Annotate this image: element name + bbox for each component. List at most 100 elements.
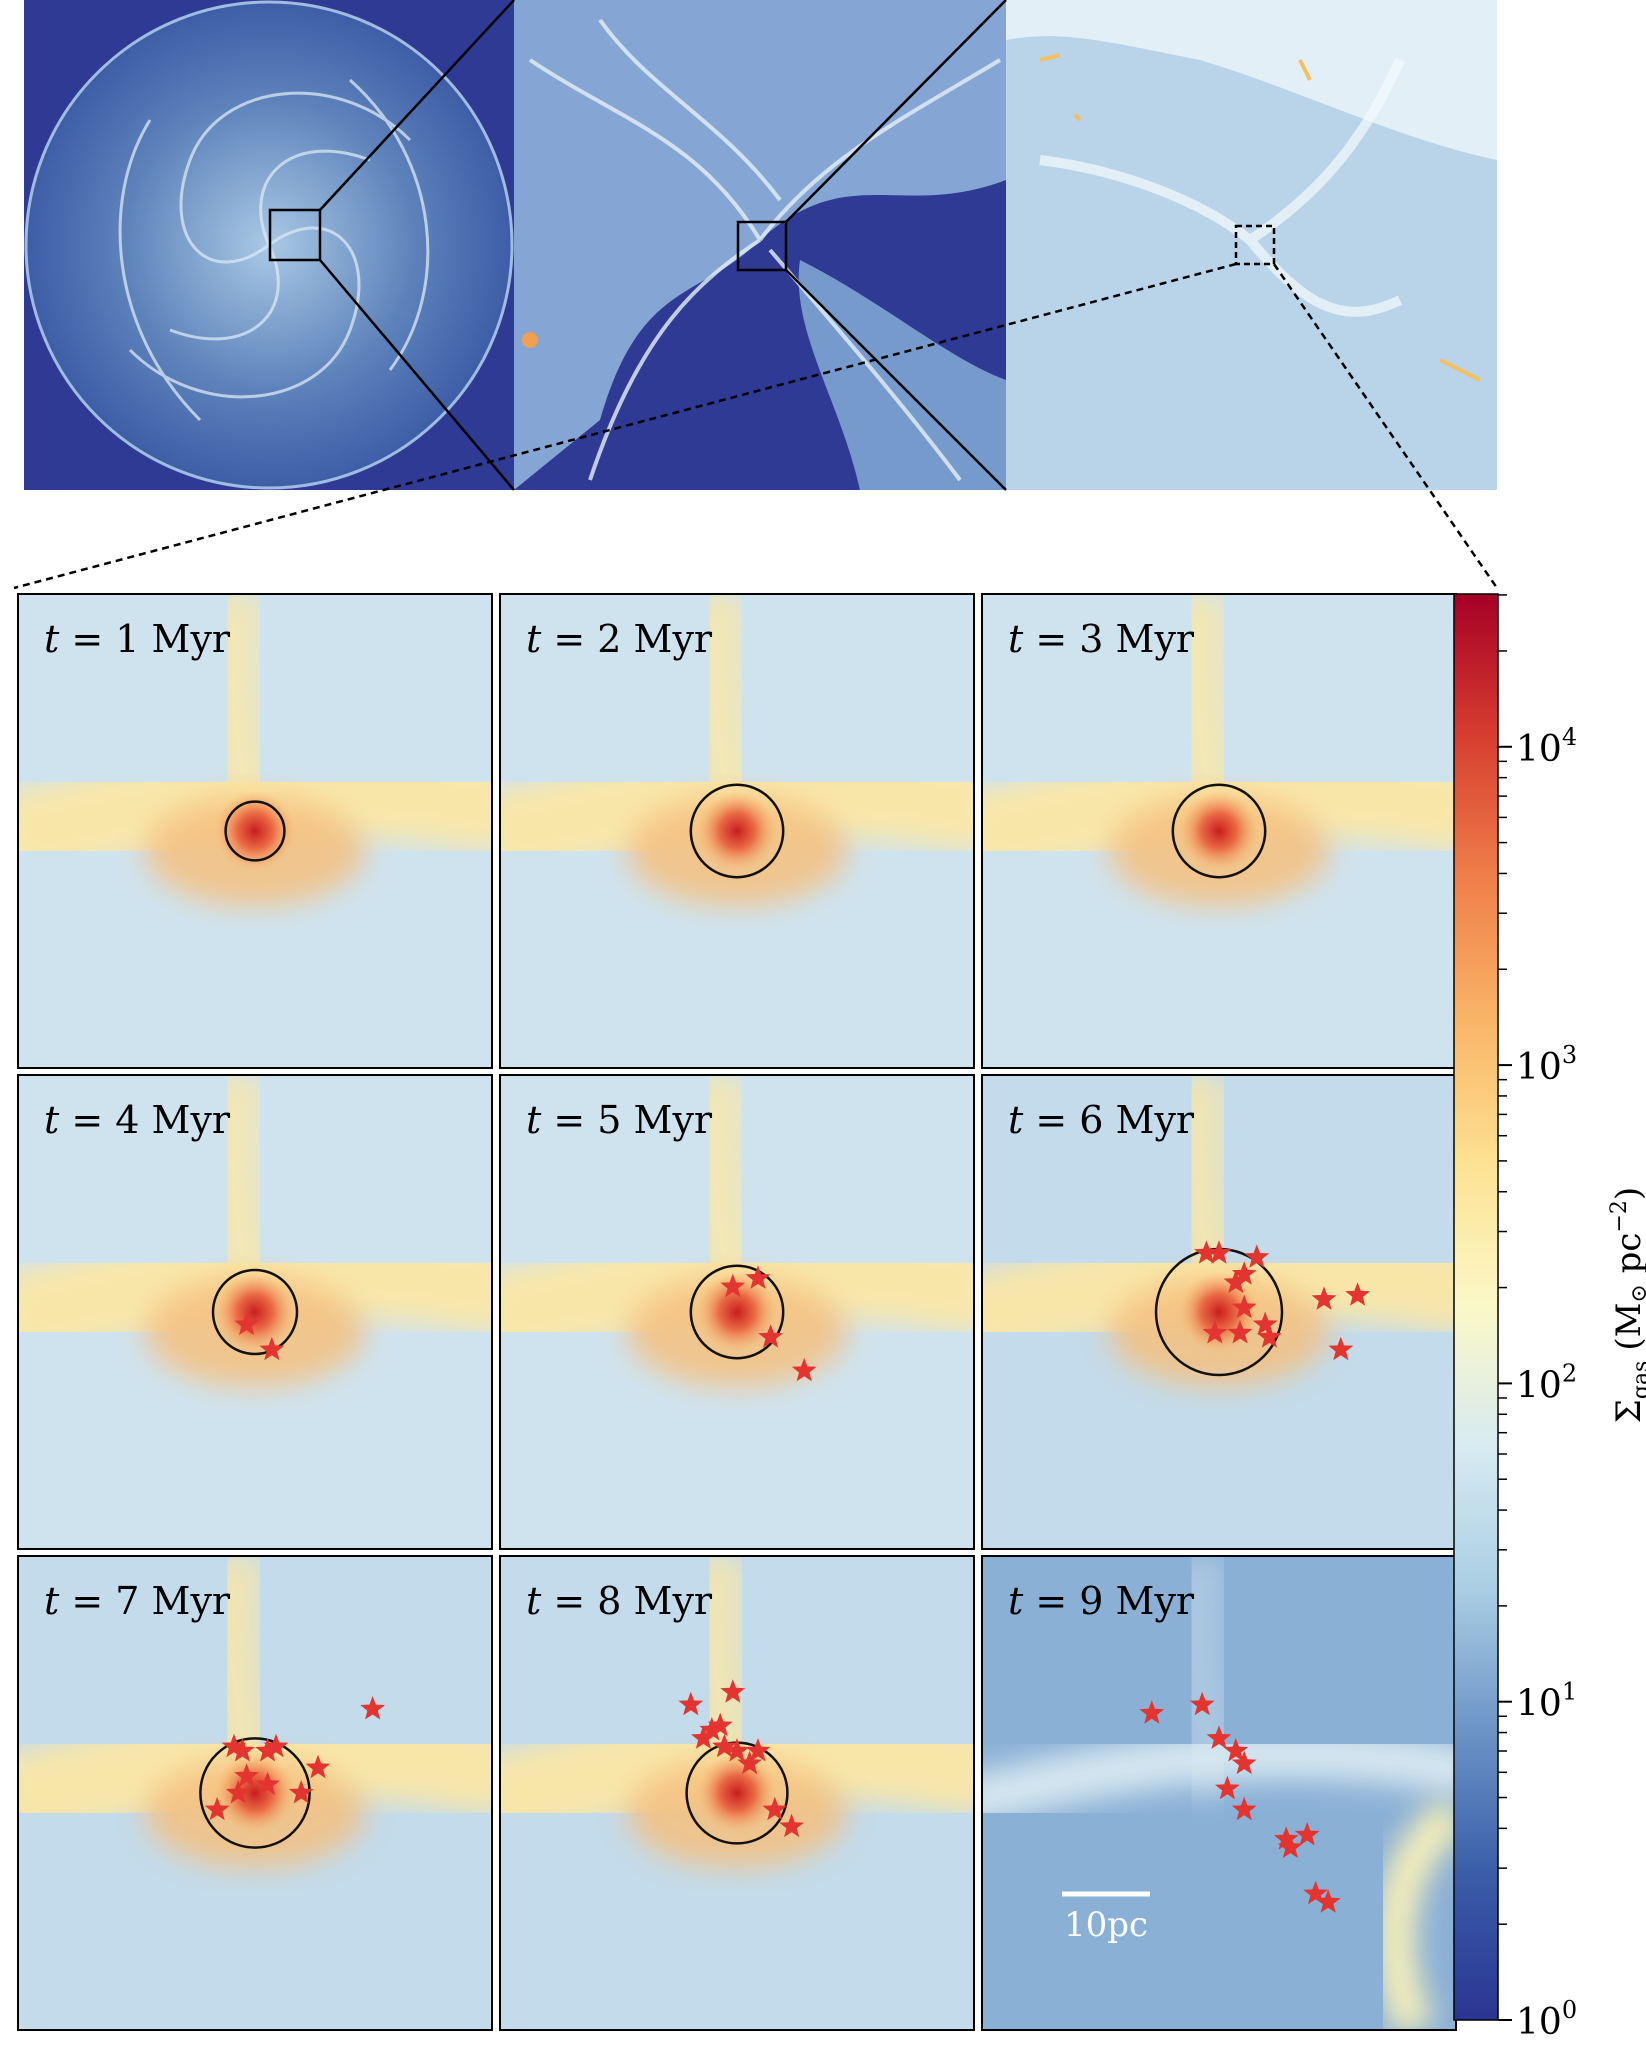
star-particle bbox=[1273, 1826, 1299, 1850]
cloud-radius-circle bbox=[1171, 783, 1267, 879]
star-particle bbox=[259, 1336, 285, 1361]
time-unit: Myr bbox=[139, 1579, 230, 1623]
gas-filament bbox=[1166, 1556, 1249, 1801]
snapshot-panel: t = 8 Myr bbox=[499, 1555, 975, 2031]
colorbar: 100 101 102 103 104 Σgas(M⊙ pc−2) bbox=[1453, 593, 1646, 2043]
star-particle bbox=[230, 1738, 255, 1762]
star-particle bbox=[1202, 1320, 1228, 1344]
star-particle bbox=[263, 1733, 289, 1758]
zoom-connector-lines bbox=[13, 0, 1499, 590]
star-particle bbox=[255, 1771, 280, 1796]
star-particle bbox=[745, 1265, 771, 1289]
cloud-radius-circle bbox=[199, 1737, 311, 1849]
time-label: t = 7 Myr bbox=[44, 1579, 231, 1623]
time-unit: Myr bbox=[621, 1098, 712, 1142]
time-symbol: t bbox=[1008, 617, 1024, 661]
colorbar-tick-label: 104 bbox=[1516, 723, 1577, 770]
snapshot-grid: t = 1 Myr t = 2 Myr t = 3 Myr t = 4 Myr t = … bbox=[17, 593, 1457, 2031]
star-particle bbox=[1278, 1834, 1303, 1859]
star-particle bbox=[745, 1738, 771, 1762]
time-label: t = 6 Myr bbox=[1008, 1098, 1195, 1142]
time-equals: = bbox=[541, 1098, 597, 1142]
time-symbol: t bbox=[1008, 1579, 1024, 1623]
time-label: t = 5 Myr bbox=[526, 1098, 713, 1142]
dense-core bbox=[215, 791, 295, 871]
star-particle bbox=[720, 1273, 746, 1298]
star-particle bbox=[720, 1679, 746, 1703]
star-particle bbox=[707, 1712, 733, 1737]
star-particle bbox=[221, 1733, 247, 1758]
colorbar-tick-label: 101 bbox=[1516, 1678, 1577, 1725]
time-unit: Myr bbox=[621, 1579, 712, 1623]
time-label: t = 9 Myr bbox=[1008, 1579, 1195, 1623]
star-particle bbox=[288, 1780, 314, 1804]
time-label: t = 1 Myr bbox=[44, 617, 231, 661]
zoom-panel-cloud bbox=[1006, 0, 1497, 490]
time-label: t = 8 Myr bbox=[526, 1579, 713, 1623]
panel-frame bbox=[499, 593, 975, 1069]
colorbar-label: Σgas(M⊙ pc−2) bbox=[1607, 1187, 1646, 1423]
dense-core bbox=[215, 1753, 295, 1833]
star-particle bbox=[691, 1725, 716, 1749]
snapshot-panel: t = 4 Myr bbox=[17, 1074, 493, 1550]
panel-frame bbox=[17, 593, 493, 1069]
star-particle bbox=[1189, 1691, 1215, 1716]
time-unit: Myr bbox=[139, 1098, 230, 1142]
colorbar-ticks: 100 101 102 103 104 bbox=[1498, 594, 1577, 2043]
cloud-radius-circle bbox=[689, 783, 785, 879]
star-particle bbox=[678, 1691, 704, 1716]
time-unit: Myr bbox=[1103, 617, 1194, 661]
star-particle bbox=[1315, 1889, 1341, 1913]
time-value: 8 bbox=[597, 1579, 621, 1623]
panel-frame bbox=[17, 1555, 493, 2031]
time-unit: Myr bbox=[1103, 1098, 1194, 1142]
colorbar-tick-label: 100 bbox=[1516, 1996, 1577, 2043]
time-equals: = bbox=[59, 617, 115, 661]
time-value: 1 bbox=[115, 617, 139, 661]
time-symbol: t bbox=[1008, 1098, 1024, 1142]
gas-filament bbox=[1375, 1796, 1456, 2030]
star-particle bbox=[1139, 1700, 1165, 1724]
time-equals: = bbox=[59, 1098, 115, 1142]
star-particle bbox=[1294, 1822, 1320, 1846]
dense-core bbox=[697, 1272, 777, 1352]
snapshot-panel: t = 7 Myr bbox=[17, 1555, 493, 2031]
panel-frame bbox=[499, 1555, 975, 2031]
star-particle bbox=[1303, 1880, 1328, 1905]
star-particle bbox=[1206, 1725, 1232, 1749]
dense-core bbox=[697, 791, 777, 871]
star-particle bbox=[1227, 1320, 1253, 1344]
star-particle bbox=[737, 1750, 762, 1775]
cloud-radius-circle bbox=[689, 1264, 785, 1360]
snapshot-panel: t = 5 Myr bbox=[499, 1074, 975, 1550]
snapshot-panel: t = 2 Myr bbox=[499, 593, 975, 1069]
time-equals: = bbox=[59, 1579, 115, 1623]
time-label: t = 2 Myr bbox=[526, 617, 713, 661]
scale-bar-label: 10pc bbox=[1064, 1905, 1148, 1945]
cloud-radius-circle bbox=[224, 800, 286, 862]
time-unit: Myr bbox=[1103, 1579, 1194, 1623]
time-value: 7 bbox=[115, 1579, 139, 1623]
time-symbol: t bbox=[526, 1579, 542, 1623]
star-particle bbox=[305, 1754, 331, 1779]
snapshot-panel: t = 6 Myr bbox=[981, 1074, 1457, 1550]
star-particle bbox=[1231, 1796, 1257, 1821]
colorbar-tick-label: 103 bbox=[1516, 1041, 1577, 1088]
star-particle bbox=[1194, 1240, 1219, 1264]
time-symbol: t bbox=[526, 617, 542, 661]
panel-frame bbox=[499, 1074, 975, 1550]
star-particle bbox=[234, 1763, 259, 1787]
panel-frame bbox=[17, 1074, 493, 1550]
star-particle bbox=[234, 1311, 259, 1336]
star-particle bbox=[699, 1717, 725, 1741]
star-particle bbox=[1257, 1324, 1282, 1348]
zoom-panel-galaxy bbox=[24, 0, 514, 490]
time-equals: = bbox=[1023, 1579, 1079, 1623]
star-particle bbox=[1231, 1294, 1257, 1319]
star-particle bbox=[1223, 1738, 1249, 1762]
star-particle bbox=[1231, 1261, 1257, 1285]
star-particle bbox=[204, 1796, 230, 1821]
time-label: t = 3 Myr bbox=[1008, 617, 1195, 661]
dense-core bbox=[1179, 791, 1259, 871]
snapshot-panel: t = 3 Myr bbox=[981, 593, 1457, 1069]
